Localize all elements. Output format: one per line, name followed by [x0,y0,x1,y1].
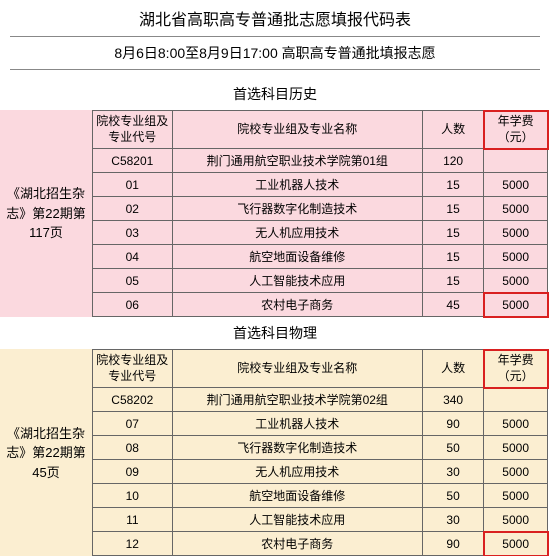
history-section: 《湖北招生杂志》第22期第117页 院校专业组及专业代号 院校专业组及专业名称 … [0,110,550,317]
cell-name: 人工智能技术应用 [172,508,422,532]
group-count: 340 [422,388,483,412]
cell-code: 06 [93,293,173,317]
cell-count: 15 [422,221,483,245]
cell-count: 90 [422,532,483,556]
cell-name: 航空地面设备维修 [172,484,422,508]
cell-name: 工业机器人技术 [172,412,422,436]
cell-code: 09 [93,460,173,484]
cell-code: 08 [93,436,173,460]
cell-code: 01 [93,173,173,197]
history-table: 院校专业组及专业代号 院校专业组及专业名称 人数 年学费（元） C58201 荆… [92,110,548,317]
table-row: 07工业机器人技术905000 [93,412,548,436]
table-row: 09无人机应用技术305000 [93,460,548,484]
group-fee [484,388,548,412]
cell-count: 15 [422,173,483,197]
cell-count: 15 [422,197,483,221]
cell-fee: 5000 [484,436,548,460]
table-header-row: 院校专业组及专业代号 院校专业组及专业名称 人数 年学费（元） [93,350,548,388]
cell-count: 15 [422,245,483,269]
cell-fee: 5000 [484,221,548,245]
cell-name: 飞行器数字化制造技术 [172,436,422,460]
cell-name: 工业机器人技术 [172,173,422,197]
cell-count: 30 [422,508,483,532]
header-count: 人数 [422,111,483,149]
table-row: 03无人机应用技术155000 [93,221,548,245]
cell-fee: 5000 [484,269,548,293]
group-count: 120 [422,149,483,173]
table-row: 01工业机器人技术155000 [93,173,548,197]
cell-fee: 5000 [484,508,548,532]
header-code: 院校专业组及专业代号 [93,350,173,388]
cell-fee: 5000 [484,460,548,484]
cell-code: 03 [93,221,173,245]
cell-count: 50 [422,436,483,460]
table-row: 06农村电子商务455000 [93,293,548,317]
cell-fee: 5000 [484,412,548,436]
cell-name: 农村电子商务 [172,293,422,317]
header-fee: 年学费（元） [484,350,548,388]
physics-section: 《湖北招生杂志》第22期第45页 院校专业组及专业代号 院校专业组及专业名称 人… [0,349,550,556]
cell-name: 飞行器数字化制造技术 [172,197,422,221]
group-row: C58201 荆门通用航空职业技术学院第01组 120 [93,149,548,173]
history-section-title: 首选科目历史 [0,78,550,108]
cell-fee: 5000 [484,173,548,197]
group-code: C58202 [93,388,173,412]
group-name: 荆门通用航空职业技术学院第01组 [172,149,422,173]
group-row: C58202 荆门通用航空职业技术学院第02组 340 [93,388,548,412]
table-row: 12农村电子商务905000 [93,532,548,556]
cell-name: 无人机应用技术 [172,460,422,484]
cell-code: 02 [93,197,173,221]
physics-table: 院校专业组及专业代号 院校专业组及专业名称 人数 年学费（元） C58202 荆… [92,349,548,556]
cell-code: 07 [93,412,173,436]
cell-count: 45 [422,293,483,317]
cell-fee: 5000 [484,484,548,508]
table-header-row: 院校专业组及专业代号 院校专业组及专业名称 人数 年学费（元） [93,111,548,149]
cell-name: 人工智能技术应用 [172,269,422,293]
group-fee [484,149,548,173]
cell-code: 05 [93,269,173,293]
cell-count: 50 [422,484,483,508]
cell-code: 12 [93,532,173,556]
cell-name: 农村电子商务 [172,532,422,556]
group-name: 荆门通用航空职业技术学院第02组 [172,388,422,412]
cell-count: 15 [422,269,483,293]
cell-name: 无人机应用技术 [172,221,422,245]
cell-name: 航空地面设备维修 [172,245,422,269]
group-code: C58201 [93,149,173,173]
cell-code: 04 [93,245,173,269]
table-row: 04航空地面设备维修155000 [93,245,548,269]
physics-section-title: 首选科目物理 [0,317,550,347]
cell-count: 90 [422,412,483,436]
header-count: 人数 [422,350,483,388]
history-side-label: 《湖北招生杂志》第22期第117页 [0,110,92,317]
cell-code: 10 [93,484,173,508]
table-row: 08飞行器数字化制造技术505000 [93,436,548,460]
physics-side-label: 《湖北招生杂志》第22期第45页 [0,349,92,556]
cell-fee: 5000 [484,293,548,317]
header-fee: 年学费（元） [484,111,548,149]
header-name: 院校专业组及专业名称 [172,350,422,388]
table-row: 05人工智能技术应用155000 [93,269,548,293]
table-row: 11人工智能技术应用305000 [93,508,548,532]
cell-count: 30 [422,460,483,484]
cell-code: 11 [93,508,173,532]
cell-fee: 5000 [484,532,548,556]
header-name: 院校专业组及专业名称 [172,111,422,149]
page-title: 湖北省高职高专普通批志愿填报代码表 [10,0,540,37]
cell-fee: 5000 [484,197,548,221]
table-row: 02飞行器数字化制造技术155000 [93,197,548,221]
header-code: 院校专业组及专业代号 [93,111,173,149]
page-subtitle: 8月6日8:00至8月9日17:00 高职高专普通批填报志愿 [10,37,540,70]
table-row: 10航空地面设备维修505000 [93,484,548,508]
cell-fee: 5000 [484,245,548,269]
